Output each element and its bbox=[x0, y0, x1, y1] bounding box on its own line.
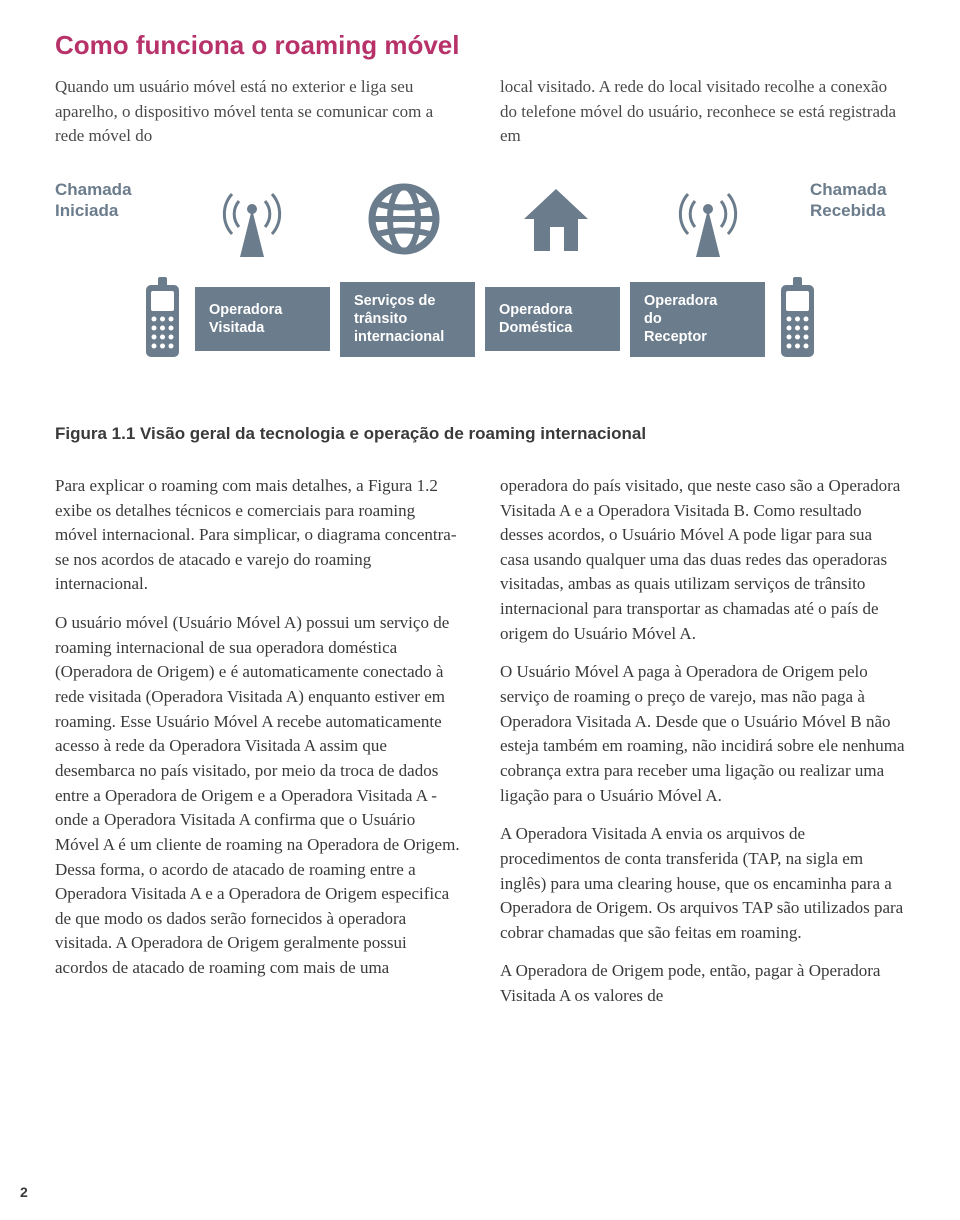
body-paragraph: operadora do país visitado, que neste ca… bbox=[500, 474, 905, 646]
label-line: Chamada bbox=[810, 180, 887, 199]
label-line: Chamada bbox=[55, 180, 132, 199]
diagram-right-label: Chamada Recebida bbox=[810, 179, 905, 222]
diagram-left-label: Chamada Iniciada bbox=[55, 179, 150, 222]
body-paragraph: A Operadora Visitada A envia os arquivos… bbox=[500, 822, 905, 945]
label-line: Recebida bbox=[810, 201, 886, 220]
tower-icon bbox=[202, 179, 302, 259]
box-text: OperadoraVisitada bbox=[209, 301, 282, 337]
phone-icon bbox=[140, 277, 185, 362]
box-text: OperadoradoReceptor bbox=[644, 292, 717, 346]
globe-icon bbox=[354, 179, 454, 259]
tower-icon bbox=[658, 179, 758, 259]
roaming-diagram: Chamada Iniciada bbox=[55, 179, 905, 399]
body-columns: Para explicar o roaming com mais detalhe… bbox=[55, 474, 905, 1023]
page-number: 2 bbox=[20, 1184, 28, 1200]
body-paragraph: O Usuário Móvel A paga à Operadora de Or… bbox=[500, 660, 905, 808]
intro-columns: Quando um usuário móvel está no exterior… bbox=[55, 75, 905, 149]
page-title: Como funciona o roaming móvel bbox=[55, 30, 905, 61]
body-paragraph: O usuário móvel (Usuário Móvel A) possui… bbox=[55, 611, 460, 981]
body-left-column: Para explicar o roaming com mais detalhe… bbox=[55, 474, 460, 1023]
intro-right: local visitado. A rede do local visitado… bbox=[500, 75, 905, 149]
body-right-column: operadora do país visitado, que neste ca… bbox=[500, 474, 905, 1023]
flow-box-home-operator: OperadoraDoméstica bbox=[485, 287, 620, 351]
body-paragraph: A Operadora de Origem pode, então, pagar… bbox=[500, 959, 905, 1008]
flow-box-receiver-operator: OperadoradoReceptor bbox=[630, 282, 765, 356]
box-text: Serviços detrânsitointernacional bbox=[354, 292, 444, 346]
box-text: OperadoraDoméstica bbox=[499, 301, 572, 337]
phone-icon bbox=[775, 277, 820, 362]
figure-caption: Figura 1.1 Visão geral da tecnologia e o… bbox=[55, 424, 905, 444]
flow-box-visited-operator: OperadoraVisitada bbox=[195, 287, 330, 351]
body-paragraph: Para explicar o roaming com mais detalhe… bbox=[55, 474, 460, 597]
flow-box-transit-services: Serviços detrânsitointernacional bbox=[340, 282, 475, 356]
label-line: Iniciada bbox=[55, 201, 118, 220]
intro-left: Quando um usuário móvel está no exterior… bbox=[55, 75, 460, 149]
house-icon bbox=[506, 179, 606, 259]
